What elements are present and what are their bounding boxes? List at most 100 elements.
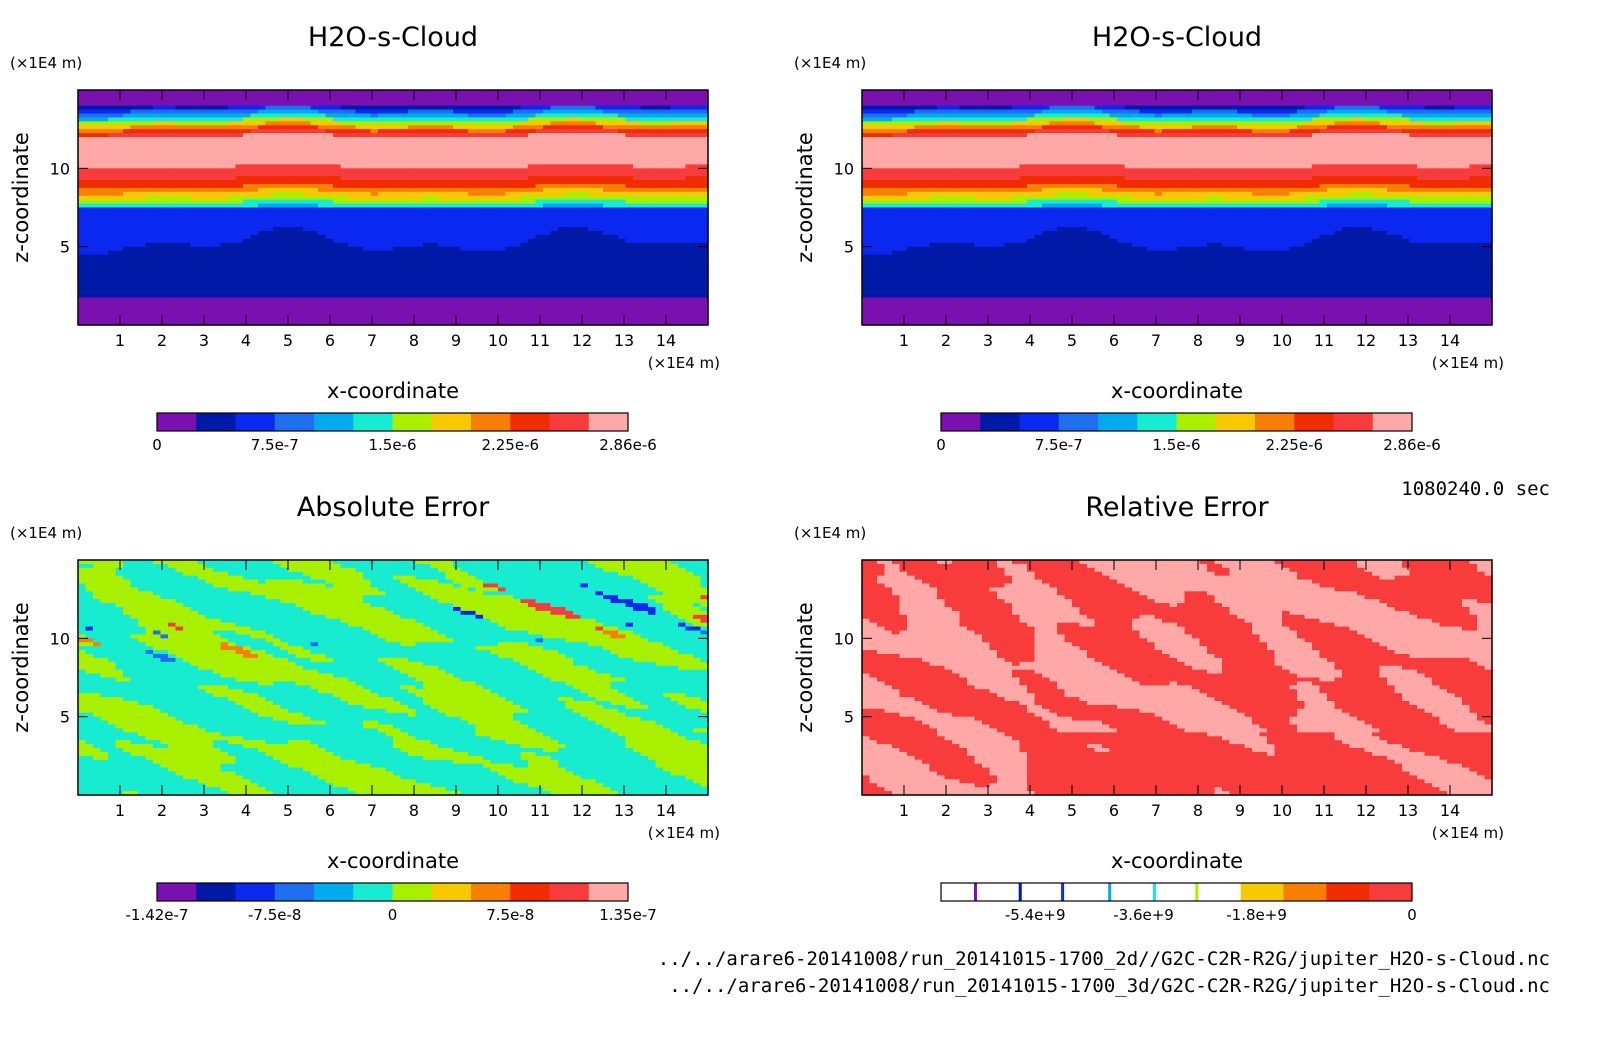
field-cell bbox=[566, 164, 574, 169]
field-cell bbox=[446, 133, 454, 138]
field-cell bbox=[678, 102, 686, 107]
field-cell bbox=[356, 164, 364, 169]
field-cell bbox=[581, 164, 589, 169]
field-cell bbox=[633, 114, 641, 119]
field-cell bbox=[221, 110, 229, 115]
field-cell bbox=[506, 110, 514, 115]
field-cell bbox=[498, 149, 506, 154]
field-cell bbox=[266, 114, 274, 119]
field-cell bbox=[393, 168, 401, 173]
field-cell bbox=[251, 141, 259, 146]
field-cell bbox=[551, 129, 559, 134]
field-cell bbox=[123, 106, 131, 111]
field-cell bbox=[483, 161, 491, 166]
field-cell bbox=[318, 121, 326, 126]
field-cell bbox=[153, 164, 161, 169]
field-cell bbox=[161, 141, 169, 146]
field-cell bbox=[581, 125, 589, 130]
field-cell bbox=[596, 149, 604, 154]
field-cell bbox=[206, 133, 214, 138]
field-cell bbox=[191, 121, 199, 126]
field-cell bbox=[431, 114, 439, 119]
field-cell bbox=[296, 110, 304, 115]
field-cell bbox=[408, 149, 416, 154]
field-cell bbox=[131, 141, 139, 146]
field-cell bbox=[303, 133, 311, 138]
field-cell bbox=[461, 125, 469, 130]
field-cell bbox=[221, 153, 229, 158]
field-cell bbox=[348, 125, 356, 130]
field-cell bbox=[288, 157, 296, 162]
field-cell bbox=[641, 94, 649, 99]
field-cell bbox=[648, 141, 656, 146]
field-cell bbox=[453, 110, 461, 115]
field-cell bbox=[78, 149, 86, 154]
field-cell bbox=[648, 94, 656, 99]
field-cell bbox=[416, 133, 424, 138]
field-cell bbox=[431, 164, 439, 169]
field-cell bbox=[536, 121, 544, 126]
field-cell bbox=[498, 94, 506, 99]
field-cell bbox=[626, 133, 634, 138]
field-cell bbox=[438, 164, 446, 169]
field-cell bbox=[498, 114, 506, 119]
field-cell bbox=[221, 117, 229, 122]
field-cell bbox=[153, 145, 161, 150]
field-cell bbox=[513, 157, 521, 162]
field-cell bbox=[101, 145, 109, 150]
field-cell bbox=[401, 106, 409, 111]
field-cell bbox=[438, 129, 446, 134]
field-cell bbox=[468, 125, 476, 130]
field-cell bbox=[393, 129, 401, 134]
field-cell bbox=[453, 129, 461, 134]
field-cell bbox=[566, 121, 574, 126]
field-cell bbox=[288, 94, 296, 99]
field-cell bbox=[266, 98, 274, 103]
field-cell bbox=[461, 129, 469, 134]
field-cell bbox=[153, 129, 161, 134]
field-cell bbox=[483, 98, 491, 103]
field-cell bbox=[573, 114, 581, 119]
field-cell bbox=[476, 110, 484, 115]
field-cell bbox=[153, 114, 161, 119]
field-cell bbox=[116, 106, 124, 111]
field-cell bbox=[183, 145, 191, 150]
field-cell bbox=[446, 141, 454, 146]
field-cell bbox=[101, 106, 109, 111]
field-cell bbox=[86, 129, 94, 134]
field-cell bbox=[236, 125, 244, 130]
field-cell bbox=[678, 114, 686, 119]
field-cell bbox=[206, 157, 214, 162]
field-cell bbox=[288, 153, 296, 158]
field-cell bbox=[108, 168, 116, 173]
field-cell bbox=[296, 172, 304, 177]
field-cell bbox=[191, 117, 199, 122]
field-cell bbox=[168, 102, 176, 107]
field-cell bbox=[536, 129, 544, 134]
field-cell bbox=[521, 102, 529, 107]
field-cell bbox=[183, 153, 191, 158]
field-cell bbox=[453, 153, 461, 158]
field-cell bbox=[603, 153, 611, 158]
field-cell bbox=[311, 168, 319, 173]
field-cell bbox=[431, 98, 439, 103]
field-cell bbox=[446, 110, 454, 115]
field-cell bbox=[596, 161, 604, 166]
field-cell bbox=[161, 110, 169, 115]
field-cell bbox=[641, 137, 649, 142]
field-cell bbox=[221, 102, 229, 107]
field-cell bbox=[461, 157, 469, 162]
field-cell bbox=[303, 168, 311, 173]
field-cell bbox=[528, 168, 536, 173]
field-cell bbox=[491, 121, 499, 126]
field-cell bbox=[453, 133, 461, 138]
field-cell bbox=[243, 137, 251, 142]
field-cell bbox=[656, 141, 664, 146]
field-cell bbox=[266, 172, 274, 177]
field-cell bbox=[303, 137, 311, 142]
field-cell bbox=[176, 129, 184, 134]
field-cell bbox=[138, 172, 146, 177]
field-cell bbox=[648, 102, 656, 107]
field-cell bbox=[213, 98, 221, 103]
field-cell bbox=[663, 149, 671, 154]
